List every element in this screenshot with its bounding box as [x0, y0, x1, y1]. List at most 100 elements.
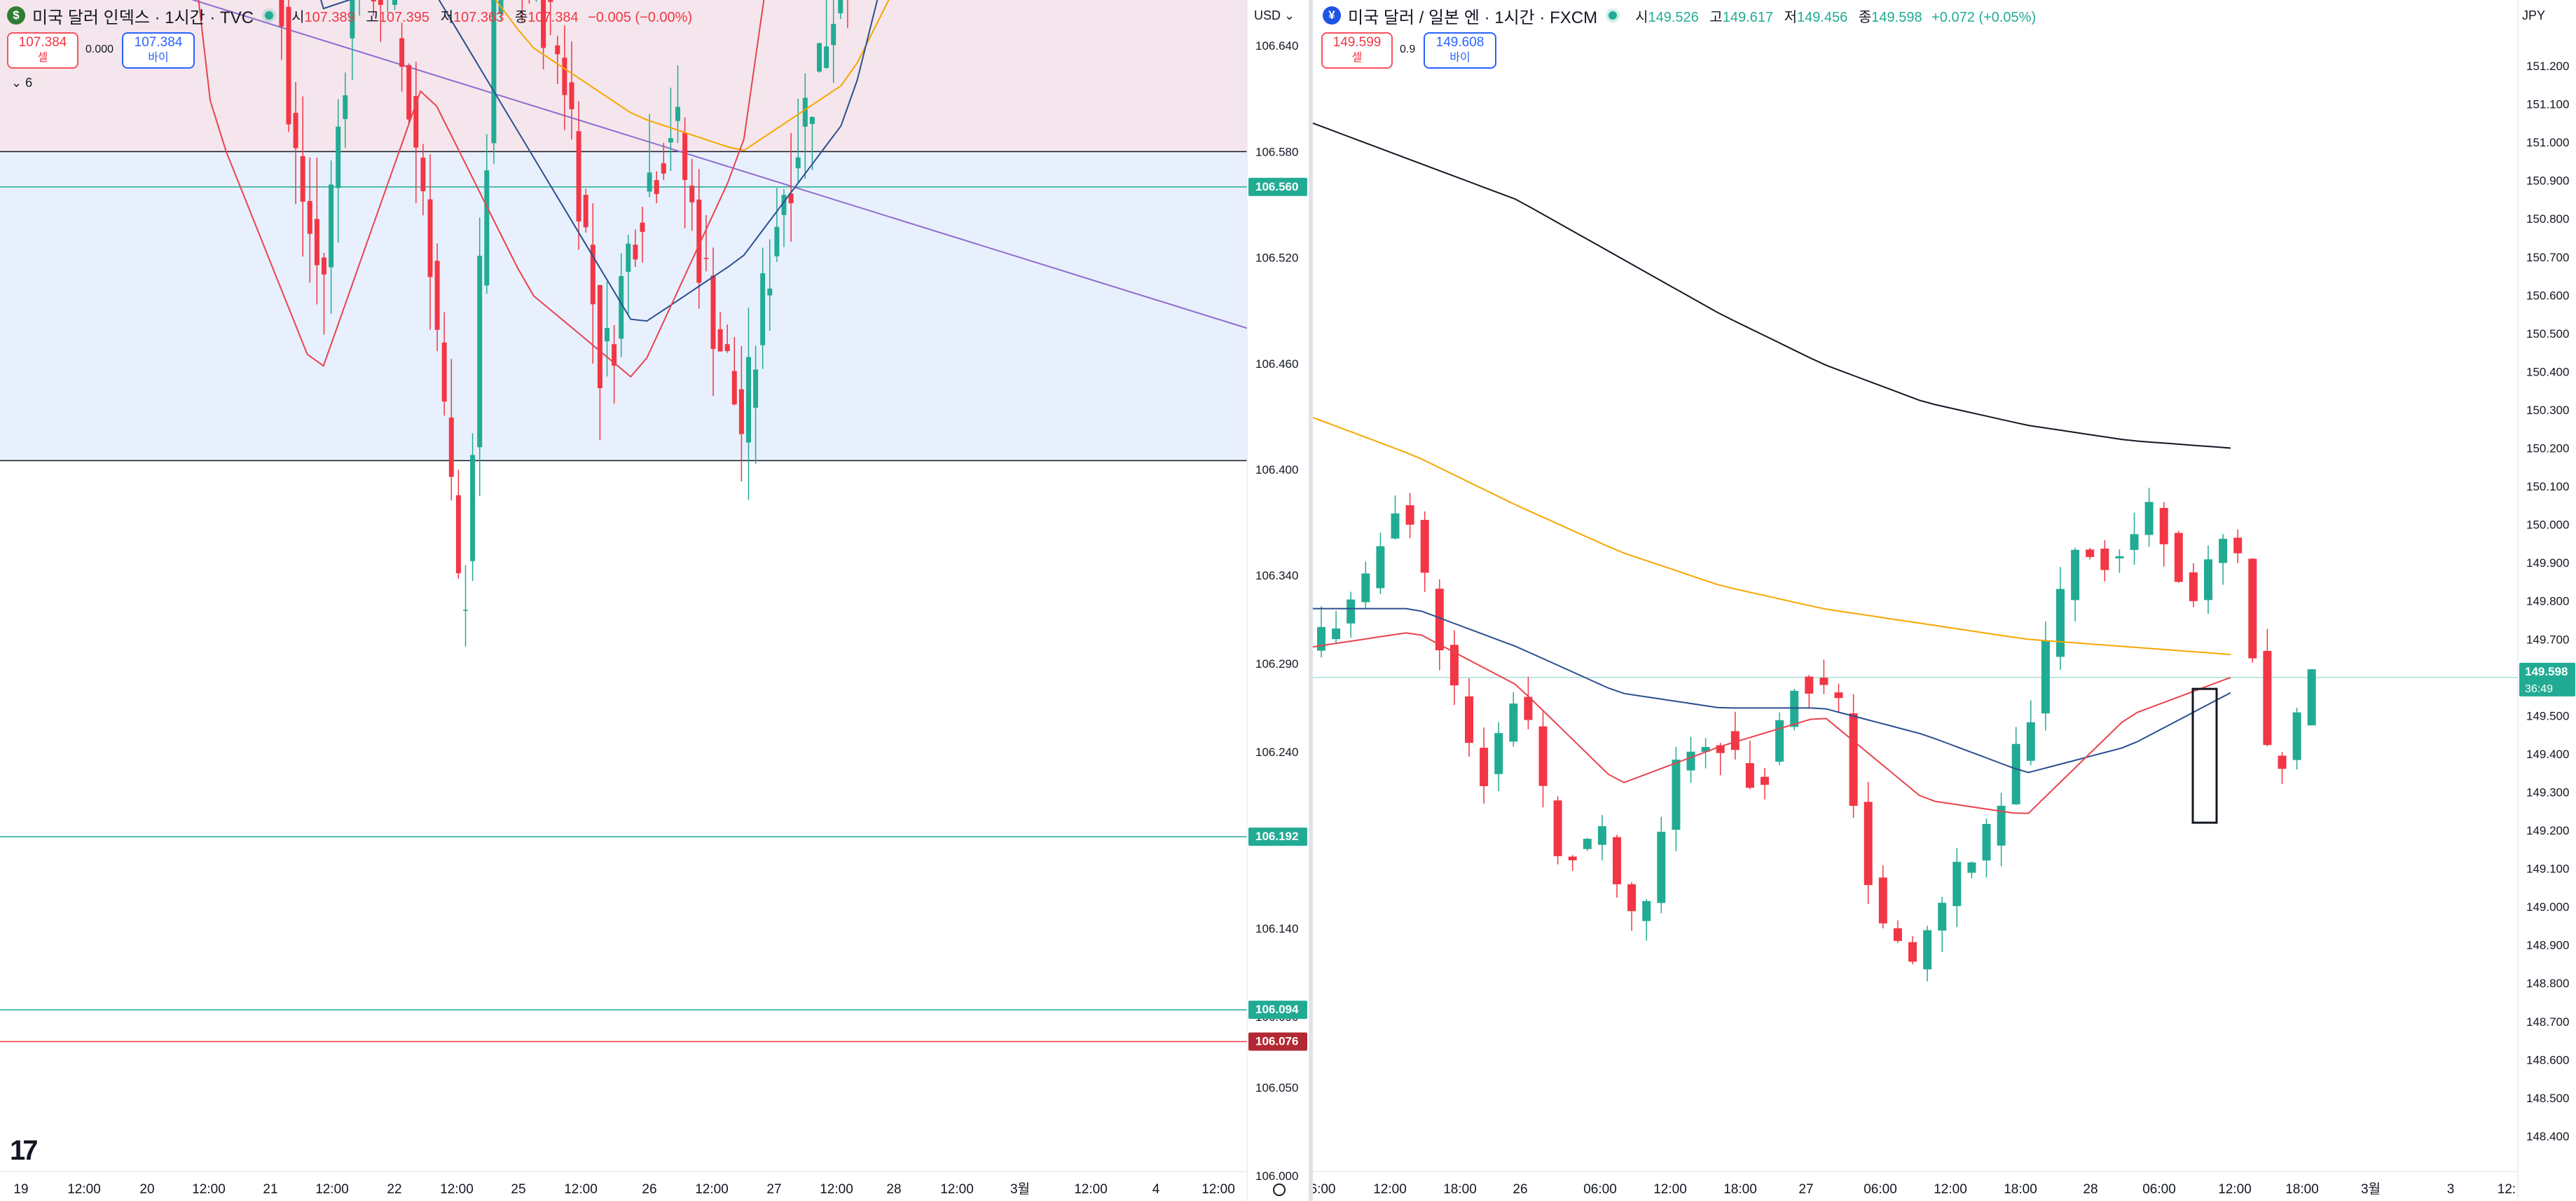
- candle-body: [626, 243, 631, 272]
- time-tick-label: 12:00: [192, 1182, 226, 1197]
- usdjpy-currency-label[interactable]: JPY: [2522, 8, 2546, 22]
- tradingview-logo-icon[interactable]: 17: [10, 1135, 38, 1166]
- usdjpy-buy-button[interactable]: 149.608 바이: [1424, 32, 1496, 69]
- usdjpy-chart-canvas[interactable]: 151.200 151.100 151.000 150.900 150.800 150.7…: [1313, 0, 2576, 1201]
- usdjpy-spread: 0.9: [1400, 43, 1416, 55]
- chevron-down-icon: ⌄: [1284, 8, 1295, 22]
- dxy-currency-label[interactable]: USD ⌄: [1254, 8, 1295, 22]
- price-tick-label: 150.700: [2526, 251, 2569, 264]
- candle-body: [329, 184, 334, 268]
- candle-body: [1583, 839, 1592, 849]
- price-tick-label: 150.100: [2526, 480, 2569, 493]
- candle-body: [809, 117, 815, 124]
- time-tick-label: 27: [1798, 1182, 1813, 1197]
- candle-body: [731, 371, 737, 405]
- candle-body: [633, 245, 638, 260]
- candle-body: [2026, 722, 2035, 761]
- candle-body: [2219, 538, 2228, 563]
- time-tick-label: 12:00: [1934, 1182, 1967, 1197]
- candle-body: [2204, 559, 2212, 600]
- candle-body: [1834, 692, 1843, 699]
- time-tick-label: 3월: [2361, 1181, 2381, 1197]
- candle-body: [569, 82, 574, 109]
- candle-body: [675, 107, 680, 121]
- candle-body: [1819, 678, 1828, 685]
- candle-body: [1597, 826, 1606, 845]
- dxy-chart-canvas[interactable]: 107.550107.500107.450107.400107.350107.3…: [0, 0, 1309, 1201]
- candle-body: [788, 193, 794, 204]
- price-tick-label: 149.900: [2526, 556, 2569, 570]
- price-tag-label: 106.560: [1255, 180, 1298, 193]
- price-tick-label: 148.900: [2526, 939, 2569, 952]
- candle-body: [343, 95, 348, 119]
- price-tick-label: 149.200: [2526, 824, 2569, 837]
- price-tick-label: 149.500: [2526, 709, 2569, 722]
- dxy-sell-button[interactable]: 107.384 셀: [7, 32, 78, 69]
- time-tick-label: 12:00: [564, 1182, 598, 1197]
- price-tag-timer: 36:49: [2525, 683, 2553, 695]
- candle-body: [448, 417, 454, 477]
- indicators-toggle[interactable]: ⌄ 6: [11, 76, 33, 90]
- candle-body: [427, 199, 433, 277]
- time-tick-label: 18:00: [2004, 1182, 2037, 1197]
- time-tick-label: 22: [387, 1182, 401, 1197]
- time-tick-label: 18:00: [1443, 1182, 1477, 1197]
- time-tick-label: 26: [642, 1182, 656, 1197]
- candle-body: [1730, 731, 1740, 750]
- candle-body: [774, 226, 780, 256]
- time-tick-label: 12:: [2498, 1182, 2516, 1197]
- chart-pane-dxy[interactable]: 107.550107.500107.450107.400107.350107.3…: [0, 0, 1309, 1201]
- candle-body: [322, 257, 326, 275]
- ma-50-line: [320, 0, 879, 322]
- candle-body: [824, 46, 829, 68]
- usd-jpy-flags-icon: ¥: [1323, 6, 1341, 25]
- chart-pane-usdjpy[interactable]: 151.200 151.100 151.000 150.900 150.800 150.7…: [1313, 0, 2576, 1201]
- usdjpy-title[interactable]: 미국 달러 / 일본 엔 · 1시간 · FXCM: [1348, 8, 1598, 27]
- usdjpy-high: 149.617: [1722, 9, 1774, 25]
- candle-body: [413, 96, 419, 148]
- ma-200-line: [1313, 122, 2231, 449]
- market-open-icon: [1609, 11, 1618, 20]
- candle-body: [378, 0, 383, 5]
- candle-body: [371, 0, 376, 1]
- candle-body: [2056, 589, 2065, 657]
- candle-body: [1952, 861, 1962, 907]
- candle-body: [1494, 733, 1503, 774]
- candle-body: [1361, 573, 1370, 603]
- candle-body: [548, 0, 553, 2]
- candle-body: [293, 112, 298, 149]
- settings-gear-icon: [1273, 1183, 1286, 1196]
- dxy-change: −0.005 (−0.00%): [588, 9, 693, 25]
- usdjpy-sell-button[interactable]: 149.599 셀: [1321, 32, 1393, 69]
- candle-body: [1449, 645, 1459, 686]
- candle-body: [1627, 884, 1637, 912]
- dxy-title[interactable]: 미국 달러 인덱스 · 1시간 · TVC: [32, 8, 254, 27]
- pane-divider[interactable]: [1309, 0, 1313, 1201]
- candle-body: [406, 64, 412, 120]
- time-tick-label: 18:00: [1723, 1182, 1757, 1197]
- candle-body: [2115, 556, 2124, 558]
- price-tick-label: 106.000: [1255, 1169, 1298, 1183]
- candle-body: [2086, 549, 2095, 557]
- dxy-buy-button[interactable]: 107.384 바이: [122, 32, 195, 69]
- candle-body: [647, 172, 652, 192]
- candle-body: [2130, 534, 2139, 550]
- candle-body: [491, 0, 497, 144]
- candle-body: [1642, 900, 1651, 921]
- price-tick-label: 148.400: [2526, 1130, 2569, 1143]
- candle-body: [1480, 748, 1489, 786]
- candle-body: [1465, 696, 1473, 743]
- candle-body: [605, 328, 609, 342]
- usdjpy-close: 149.598: [1871, 9, 1922, 25]
- candle-body: [1672, 760, 1681, 830]
- trendline: [191, 0, 1248, 329]
- candle-body: [2174, 533, 2183, 582]
- candle-body: [724, 344, 730, 351]
- time-tick-label: 12:00: [67, 1182, 101, 1197]
- candle-body: [420, 158, 426, 191]
- candle-body: [838, 0, 843, 13]
- dollar-logo-icon: $: [7, 6, 25, 25]
- candle-body: [2263, 650, 2272, 746]
- candle-body: [597, 284, 602, 388]
- candle-body: [455, 495, 461, 574]
